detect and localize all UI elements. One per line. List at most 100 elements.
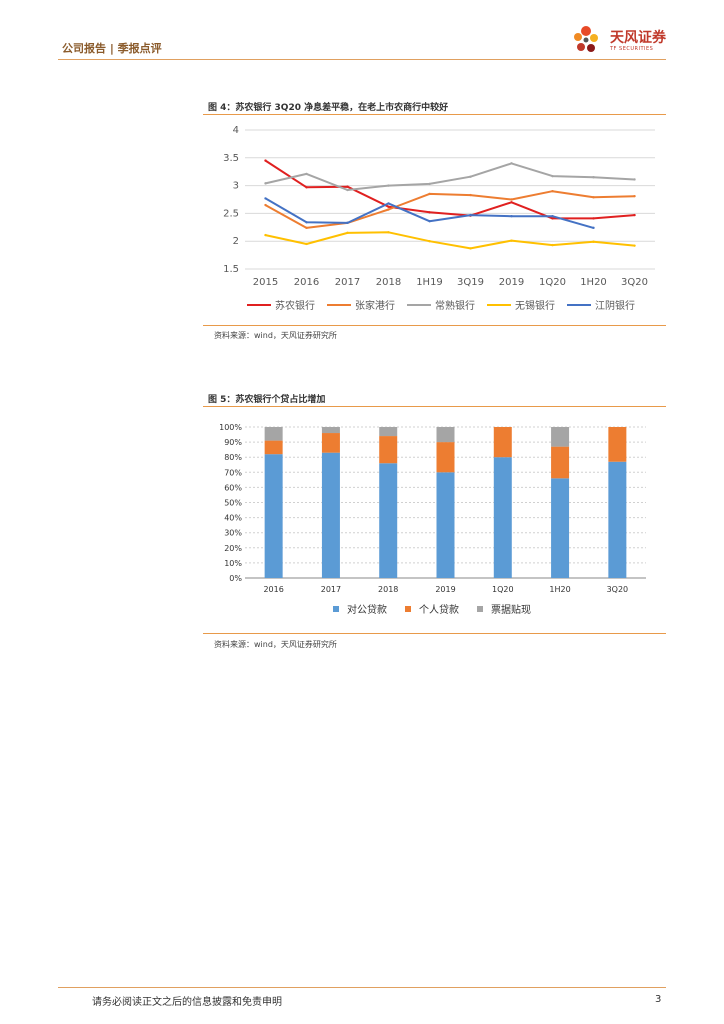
figure4-bottom-rule <box>203 325 666 326</box>
data-point <box>305 172 308 176</box>
data-point <box>305 226 308 230</box>
data-point <box>469 175 472 178</box>
bar-segment <box>551 427 570 447</box>
y-tick-label: 100% <box>219 423 242 432</box>
y-tick-label: 3 <box>233 181 239 192</box>
legend-label: 苏农银行 <box>275 299 315 312</box>
figure5-stacked-bar-chart: 0% 10% 20% 30% 40% 50% 60% 70% 80% 90% 100% 2016 201… <box>219 423 646 616</box>
y-tick-label: 60% <box>224 483 242 492</box>
data-point <box>264 233 267 237</box>
data-point <box>510 201 513 204</box>
data-point <box>551 217 554 220</box>
x-tick-label: 2019 <box>499 277 524 288</box>
data-point <box>264 182 267 185</box>
data-point <box>469 213 472 217</box>
bar-segment <box>551 446 570 479</box>
data-point <box>633 244 636 247</box>
header-section-label: 公司报告 | 季报点评 <box>62 42 162 55</box>
x-tick-label: 3Q19 <box>457 277 484 288</box>
logo-name: 天风证券 <box>610 30 666 46</box>
figure5-title: 图 5：苏农银行个贷占比增加 <box>208 395 326 405</box>
bar-segment <box>436 472 455 578</box>
bar-segment <box>264 427 283 441</box>
data-point <box>633 178 636 181</box>
x-tick-label: 2017 <box>335 277 360 288</box>
bar-segment <box>493 427 512 458</box>
y-tick-label: 50% <box>224 499 242 508</box>
data-point <box>387 208 390 211</box>
figure5-top-rule <box>203 406 666 407</box>
data-point <box>428 182 431 186</box>
data-point <box>346 188 349 192</box>
y-tick-label: 20% <box>224 544 242 553</box>
x-tick-label: 3Q20 <box>607 585 629 594</box>
bar-segment <box>379 427 398 437</box>
figure4-title: 图 4：苏农银行 3Q20 净息差平稳，在老上市农商行中较好 <box>208 103 449 113</box>
figure5-bottom-rule <box>203 633 666 634</box>
x-tick-label: 2018 <box>376 277 401 288</box>
legend-label: 无锡银行 <box>515 299 555 312</box>
y-tick-label: 80% <box>224 453 242 462</box>
data-point <box>469 247 472 250</box>
bar-segment <box>379 463 398 578</box>
legend-swatch <box>333 606 339 612</box>
y-tick-label: 2.5 <box>223 208 239 219</box>
legend-label: 对公贷款 <box>347 603 387 616</box>
series-line <box>265 162 635 191</box>
data-point <box>592 217 595 220</box>
data-point <box>469 193 472 197</box>
y-tick-label: 30% <box>224 529 242 538</box>
x-tick-label: 1H20 <box>549 585 570 594</box>
bar-segment <box>436 442 455 473</box>
data-point <box>592 176 595 179</box>
data-point <box>592 226 595 230</box>
bar-segment <box>379 436 398 464</box>
legend-label: 常熟银行 <box>435 299 475 312</box>
footer-disclaimer: 请务必阅读正文之后的信息披露和免责申明 <box>92 997 282 1008</box>
data-point <box>387 184 390 187</box>
bar-segment <box>321 452 340 578</box>
y-tick-label: 0% <box>229 574 242 583</box>
x-tick-label: 2018 <box>378 585 398 594</box>
x-tick-label: 2017 <box>321 585 341 594</box>
bar-segment <box>264 440 283 455</box>
bar-segment <box>321 427 340 434</box>
data-point <box>551 174 554 178</box>
y-tick-label: 90% <box>224 438 242 447</box>
legend-label: 个人贷款 <box>419 603 459 616</box>
data-point <box>551 189 554 193</box>
data-point <box>264 197 267 200</box>
legend-label: 江阴银行 <box>595 299 635 312</box>
data-point <box>551 214 554 218</box>
bar-segment <box>608 461 627 578</box>
bar-segment <box>493 457 512 578</box>
y-tick-label: 40% <box>224 514 242 523</box>
x-tick-label: 2019 <box>435 585 455 594</box>
y-tick-label: 70% <box>224 468 242 477</box>
x-tick-label: 2015 <box>253 277 278 288</box>
y-tick-label: 2 <box>233 236 239 247</box>
legend-label: 张家港行 <box>355 299 395 312</box>
x-tick-label: 1Q20 <box>539 277 566 288</box>
data-point <box>592 240 595 243</box>
data-point <box>264 203 267 207</box>
legend-label: 票据贴现 <box>491 603 531 616</box>
series-line <box>265 231 635 250</box>
figure5-source: 资料来源：wind，天风证券研究所 <box>214 640 337 649</box>
y-tick-label: 4 <box>233 125 239 136</box>
header-divider <box>58 59 666 60</box>
bar-segment <box>321 433 340 453</box>
bar-segment <box>608 427 627 462</box>
x-tick-label: 1H20 <box>580 277 607 288</box>
data-point <box>264 159 267 162</box>
x-tick-label: 2016 <box>263 585 283 594</box>
y-tick-label: 3.5 <box>223 153 239 164</box>
data-point <box>346 185 349 188</box>
data-point <box>633 213 636 217</box>
legend-swatch <box>477 606 483 612</box>
data-point <box>510 239 513 242</box>
bar-segment <box>436 427 455 443</box>
y-tick-label: 1.5 <box>223 264 239 275</box>
x-tick-label: 2016 <box>294 277 319 288</box>
data-point <box>387 231 390 234</box>
